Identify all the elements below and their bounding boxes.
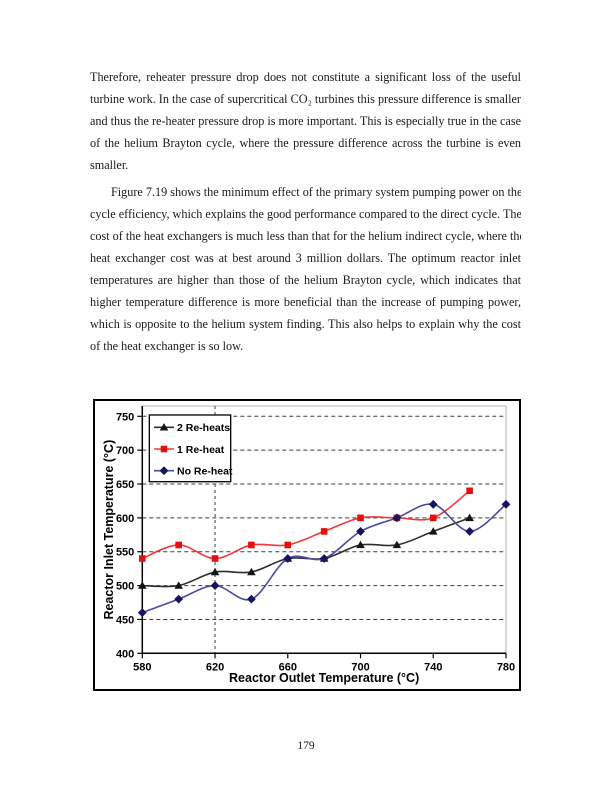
series-point-1-re-heat-640: [248, 541, 255, 549]
series-point-no-re-heat-620: [210, 581, 220, 590]
series-point-2-re-heats-760: [465, 513, 474, 522]
x-tick-label-700: 700: [351, 661, 369, 673]
legend-label-1-re-heat: 1 Re-heat: [177, 444, 225, 456]
series-line-1-re-heat: [141, 490, 471, 560]
series-point-no-re-heat-720: [392, 513, 402, 523]
series-point-no-re-heat-660: [283, 554, 293, 563]
series-point-2-re-heats-720: [392, 540, 402, 549]
body-text: Therefore, reheater pressure drop does n…: [90, 66, 521, 357]
page-number: 179: [297, 740, 315, 752]
legend-label-2-re-heats: 2 Re-heats: [177, 422, 230, 434]
series-point-2-re-heats-580: [138, 581, 147, 589]
series-point-1-re-heat-680: [320, 528, 328, 535]
text-line: temperatures are higher than those of th…: [90, 273, 521, 287]
y-tick-label-550: 550: [116, 547, 134, 559]
text-line: higher temperature difference is more be…: [90, 295, 521, 309]
series-point-no-re-heat-760: [465, 527, 475, 536]
x-tick-label-620: 620: [206, 661, 224, 673]
y-axis-title: Reactor Inlet Temperature (°C): [102, 440, 116, 620]
x-tick-label-780: 780: [497, 661, 515, 673]
series-point-no-re-heat-580: [137, 608, 147, 618]
series-point-1-re-heat-740: [429, 514, 437, 522]
series-point-1-re-heat-760: [466, 487, 473, 495]
text-line: Therefore, reheater pressure drop does n…: [90, 70, 521, 84]
series-point-no-re-heat-780: [501, 499, 511, 509]
series-point-no-re-heat-700: [356, 527, 365, 536]
text-line: which is opposite to the helium system f…: [90, 317, 521, 331]
text-line: cost of the heat exchangers is much less…: [90, 229, 521, 243]
text-line: of the helium Brayton cycle, where the p…: [90, 136, 521, 150]
x-tick-label-660: 660: [279, 661, 297, 673]
series-point-2-re-heats-620: [210, 567, 220, 576]
y-tick-label-400: 400: [116, 648, 134, 660]
x-axis-title: Reactor Outlet Temperature (°C): [229, 671, 419, 685]
series-point-no-re-heat-740: [428, 499, 438, 509]
series-point-no-re-heat-600: [174, 594, 184, 604]
x-tick-label-740: 740: [424, 661, 442, 673]
y-tick-label-500: 500: [116, 581, 134, 593]
y-tick-label-650: 650: [116, 479, 134, 491]
series-point-1-re-heat-660: [284, 541, 292, 549]
paragraph-1: Therefore, reheater pressure drop does n…: [90, 66, 521, 176]
series-point-2-re-heats-700: [356, 540, 365, 549]
series-point-1-re-heat-700: [357, 514, 364, 522]
y-tick-label-450: 450: [116, 614, 134, 626]
y-tick-label-600: 600: [116, 513, 134, 525]
text-line: smaller.: [90, 158, 129, 172]
series-point-2-re-heats-740: [428, 527, 438, 535]
text-line: cycle efficiency, which explains the goo…: [90, 207, 521, 221]
text-line: heat exchanger cost was at best around 3…: [90, 251, 521, 265]
figure-7-19-chart: 400 450 500 550 600 650 700 750 580 620 660 700 740 7…: [93, 399, 521, 691]
series-line-2-re-heats: [142, 517, 470, 588]
series-point-1-re-heat-600: [175, 541, 182, 549]
series-point-2-re-heats-640: [247, 567, 256, 576]
series-point-no-re-heat-640: [247, 594, 256, 604]
legend-label-no-re-heat: No Re-heat: [177, 466, 233, 478]
series-point-1-re-heat-580: [139, 555, 146, 562]
y-tick-label-700: 700: [116, 445, 134, 457]
text-line: Figure 7.19 shows the minimum effect of …: [111, 185, 521, 199]
series-point-2-re-heats-600: [174, 581, 183, 589]
text-line: turbine work. In the case of supercritic…: [90, 92, 521, 106]
legend-marker-2-re-heats: [159, 423, 169, 431]
text-line: of the heat exchanger is so low.: [90, 339, 244, 353]
x-tick-label-580: 580: [133, 661, 151, 673]
legend-marker-no-re-heat: [159, 466, 169, 476]
paragraph-2: Figure 7.19 shows the minimum effect of …: [90, 181, 521, 357]
series-point-no-re-heat-680: [319, 554, 329, 563]
series-point-1-re-heat-620: [211, 555, 219, 562]
text-line: and thus the re-heater pressure drop is …: [90, 114, 521, 128]
chart-svg: 400 450 500 550 600 650 700 750 580 620 660 700 740 7…: [93, 399, 521, 691]
y-tick-label-750: 750: [116, 411, 134, 423]
legend-marker-1-re-heat: [160, 445, 168, 453]
